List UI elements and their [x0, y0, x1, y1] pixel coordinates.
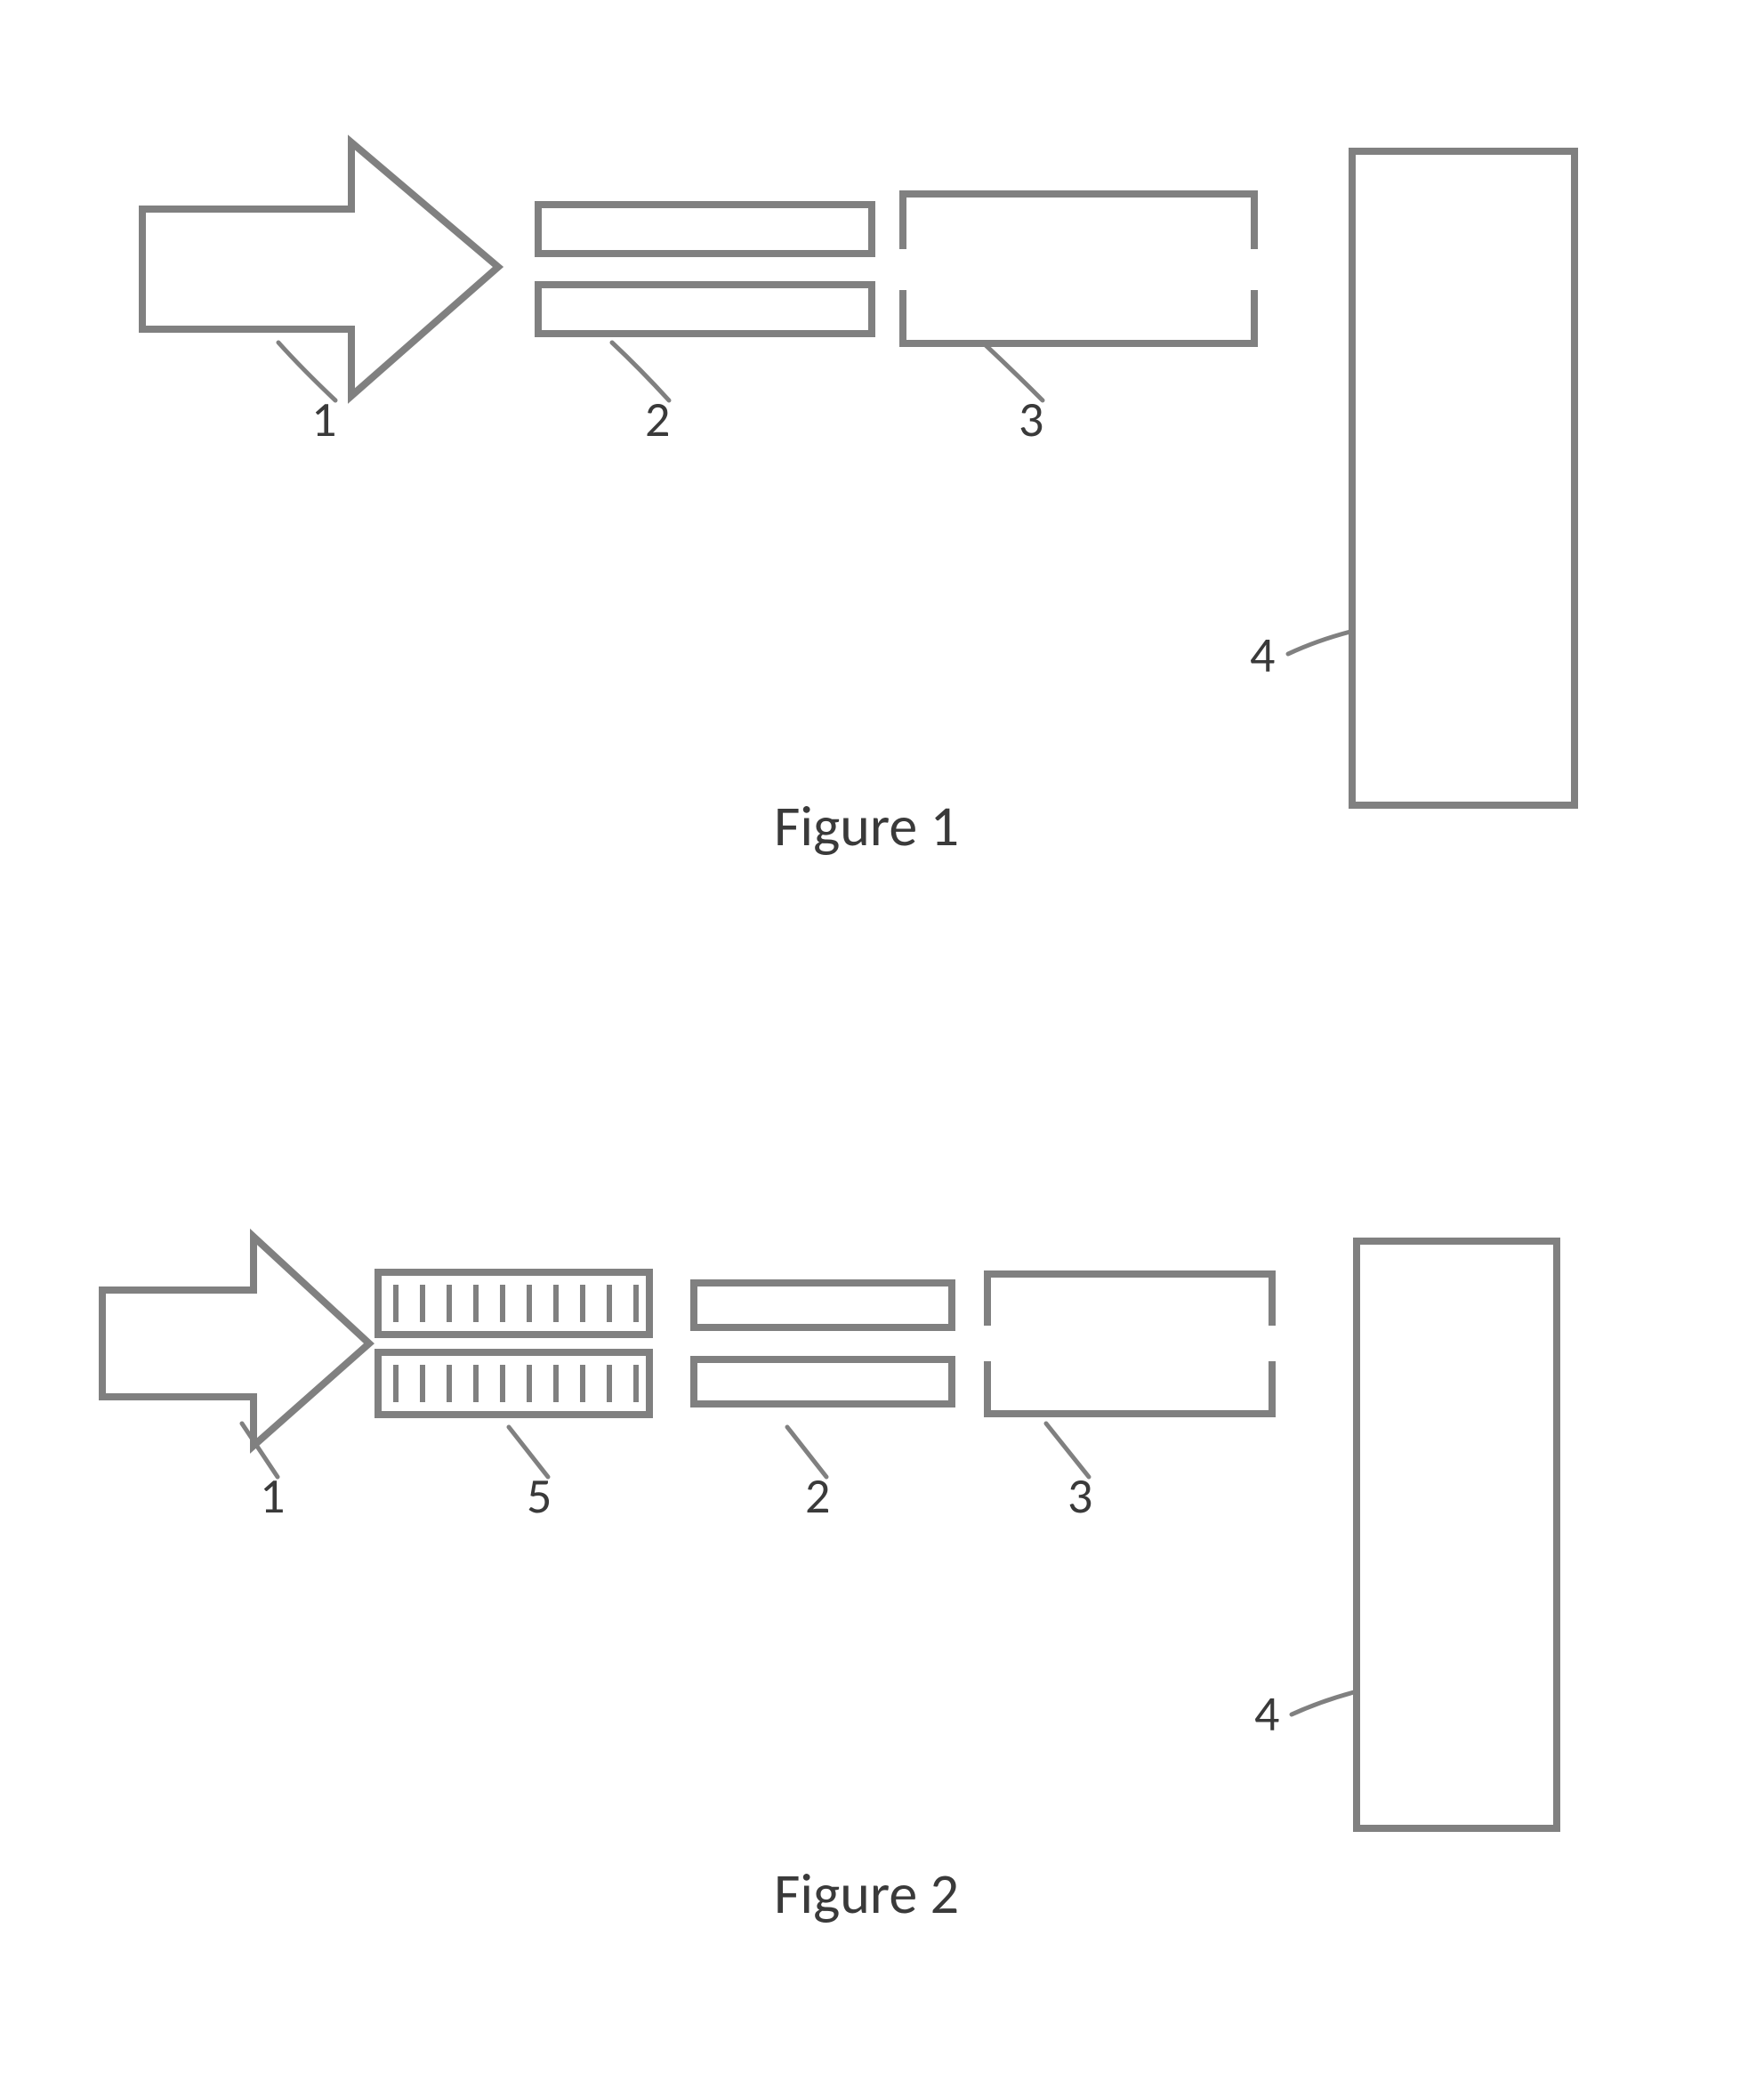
fig1-arrow	[142, 142, 498, 396]
fig1-guide-bottom	[538, 285, 872, 334]
fig1-detector-leader	[1288, 632, 1350, 654]
fig2-detector-leader	[1292, 1692, 1354, 1714]
fig2-label-5: 5	[527, 1466, 552, 1527]
fig1-cell-leftgap	[899, 249, 914, 290]
fig2-cell-leftgap	[984, 1326, 998, 1361]
fig1-label-1: 1	[311, 390, 336, 450]
fig2-caption: Figure 2	[774, 1859, 959, 1929]
fig1-label-2: 2	[645, 390, 670, 450]
fig1-label-4: 4	[1250, 625, 1275, 686]
fig2-guide-bottom	[694, 1359, 952, 1404]
fig1-cell-rightgap	[1247, 249, 1261, 290]
fig1-caption: Figure 1	[774, 792, 959, 861]
fig1-cell	[903, 194, 1254, 343]
fig1-label-3: 3	[1019, 390, 1043, 450]
fig2-guide-top	[694, 1283, 952, 1327]
fig2-label-1: 1	[260, 1466, 285, 1527]
fig1-guide-top	[538, 205, 872, 254]
fig2-detector	[1357, 1241, 1557, 1828]
fig2-label-3: 3	[1067, 1466, 1092, 1527]
fig2-cell	[987, 1274, 1272, 1414]
diagram-canvas: 1 2 3 4 Figure 1 1 5 2 3 4 Figure 2	[0, 0, 1764, 2081]
fig2-cell-rightgap	[1265, 1326, 1279, 1361]
fig2-arrow	[102, 1237, 369, 1446]
fig2-label-2: 2	[805, 1466, 830, 1527]
fig2-label-4: 4	[1254, 1684, 1279, 1745]
fig1-detector	[1352, 151, 1575, 805]
